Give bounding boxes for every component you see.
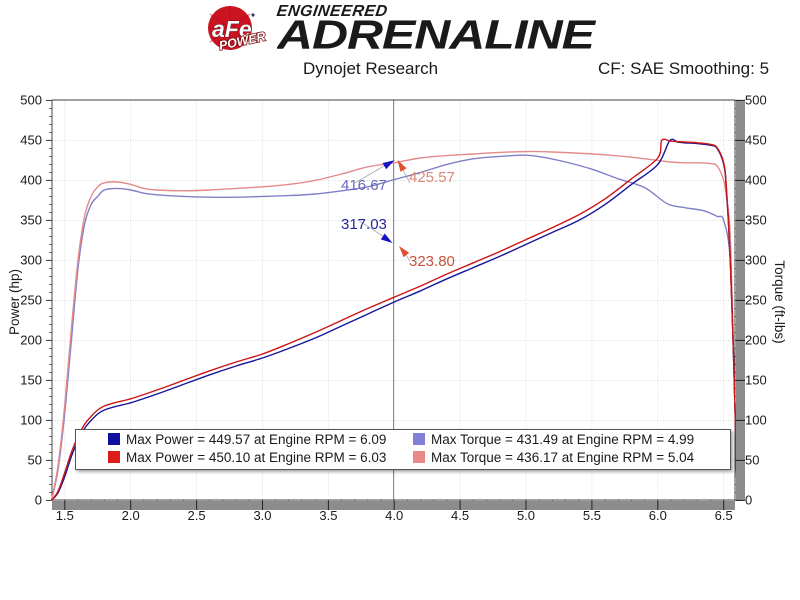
- svg-text:6.0: 6.0: [649, 508, 667, 523]
- svg-text:500: 500: [20, 92, 42, 107]
- svg-text:350: 350: [745, 212, 767, 227]
- svg-text:50: 50: [745, 452, 759, 467]
- svg-text:200: 200: [745, 332, 767, 347]
- svg-text:5.0: 5.0: [517, 508, 535, 523]
- svg-text:150: 150: [745, 372, 767, 387]
- svg-text:0: 0: [745, 492, 752, 507]
- svg-text:317.03: 317.03: [341, 216, 387, 233]
- svg-text:250: 250: [20, 292, 42, 307]
- svg-text:6.5: 6.5: [715, 508, 733, 523]
- svg-text:3.5: 3.5: [319, 508, 337, 523]
- svg-text:3.0: 3.0: [253, 508, 271, 523]
- svg-text:2.0: 2.0: [122, 508, 140, 523]
- svg-text:425.57: 425.57: [409, 169, 455, 186]
- svg-text:416.67: 416.67: [341, 177, 387, 194]
- svg-text:100: 100: [20, 412, 42, 427]
- svg-text:250: 250: [745, 292, 767, 307]
- svg-text:100: 100: [745, 412, 767, 427]
- svg-text:450: 450: [20, 132, 42, 147]
- svg-text:323.80: 323.80: [409, 253, 455, 270]
- svg-text:5.5: 5.5: [583, 508, 601, 523]
- svg-text:300: 300: [745, 252, 767, 267]
- svg-text:50: 50: [28, 452, 42, 467]
- svg-text:200: 200: [20, 332, 42, 347]
- svg-text:150: 150: [20, 372, 42, 387]
- svg-text:1.5: 1.5: [56, 508, 74, 523]
- svg-text:500: 500: [745, 92, 767, 107]
- svg-text:300: 300: [20, 252, 42, 267]
- svg-text:350: 350: [20, 212, 42, 227]
- svg-text:0: 0: [35, 492, 42, 507]
- svg-text:4.5: 4.5: [451, 508, 469, 523]
- svg-text:400: 400: [745, 172, 767, 187]
- svg-text:450: 450: [745, 132, 767, 147]
- svg-text:400: 400: [20, 172, 42, 187]
- svg-text:4.0: 4.0: [385, 508, 403, 523]
- svg-text:2.5: 2.5: [188, 508, 206, 523]
